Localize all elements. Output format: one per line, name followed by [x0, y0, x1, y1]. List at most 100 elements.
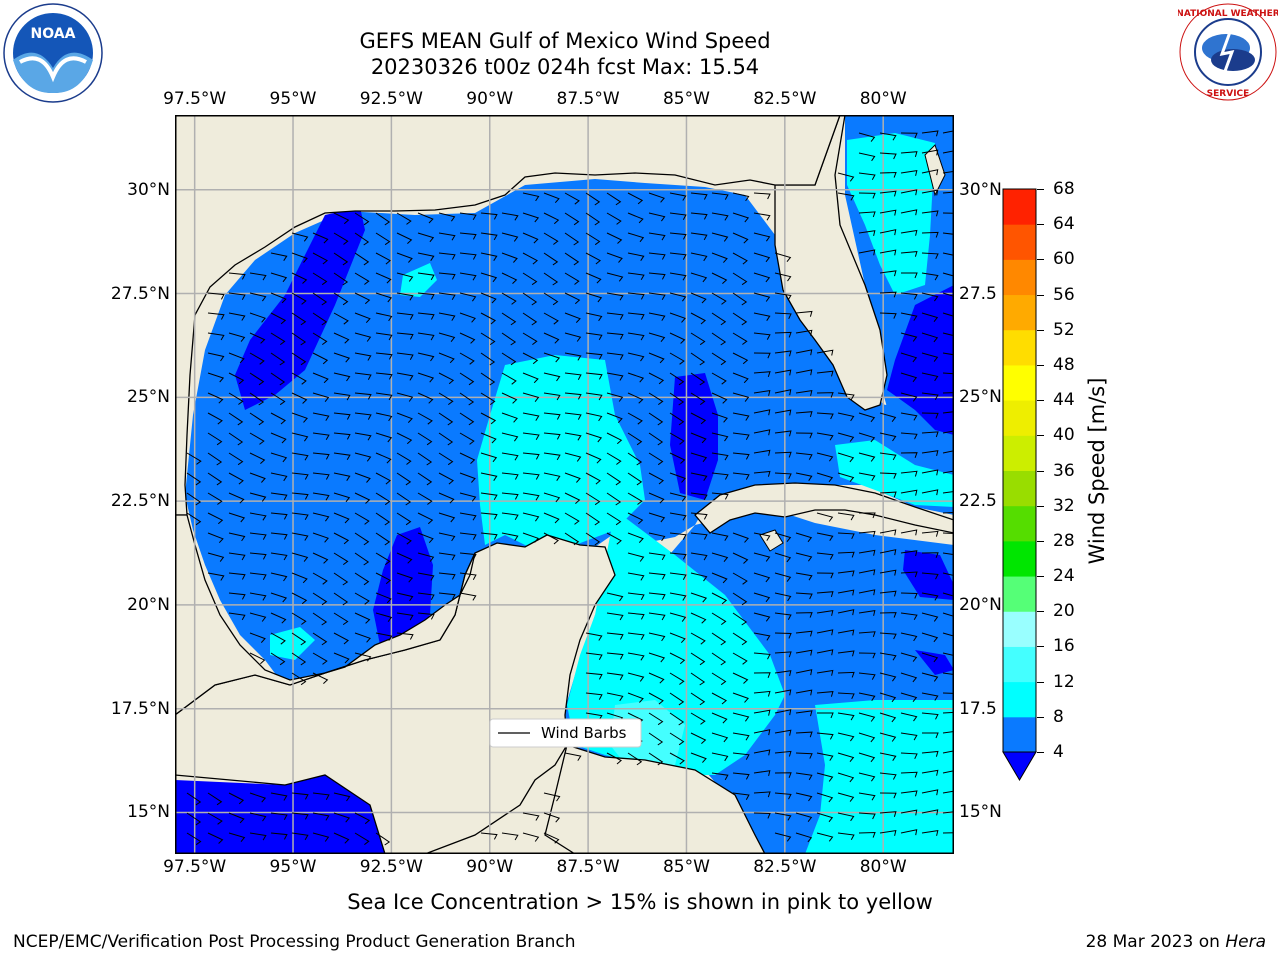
wind-barb — [942, 672, 954, 676]
wind-barb — [837, 712, 855, 721]
wind-barb — [585, 312, 603, 322]
wind-barb — [922, 732, 939, 739]
wind-barb — [354, 352, 372, 361]
wind-barb — [312, 792, 330, 800]
wind-barb — [795, 710, 813, 717]
wind-barb — [816, 591, 834, 598]
wind-barb — [606, 372, 624, 381]
wind-barb — [606, 392, 624, 402]
wind-barb — [375, 252, 391, 265]
wind-barb — [711, 192, 729, 200]
wind-barb — [480, 532, 498, 540]
lat-tick-right: 17.5 — [959, 698, 997, 719]
wind-barb — [522, 352, 539, 365]
wind-barb — [522, 532, 539, 543]
wind-barb — [816, 452, 834, 462]
wind-barb — [795, 310, 813, 317]
wind-barb — [564, 352, 582, 361]
wind-barb — [648, 452, 664, 466]
wind-barb — [480, 412, 497, 425]
wind-barb — [501, 512, 519, 521]
wind-barb — [459, 532, 477, 540]
colorbar-segment — [1003, 224, 1036, 260]
wind-barb — [858, 609, 876, 616]
wind-barb — [207, 512, 224, 525]
wind-barb — [417, 252, 435, 261]
wind-barb — [942, 750, 954, 754]
wind-barb — [291, 432, 309, 442]
wind-barb — [900, 771, 918, 778]
wind-barb — [816, 512, 834, 522]
wind-barb — [543, 292, 559, 306]
wind-barb — [732, 592, 748, 606]
wind-barb — [690, 652, 706, 666]
colorbar-tick-mark — [1037, 294, 1044, 296]
wind-barb — [837, 792, 855, 802]
wind-barb — [354, 212, 370, 226]
wind-barb — [459, 512, 477, 521]
wind-barb — [459, 372, 475, 386]
wind-barb — [396, 332, 414, 340]
wind-barb — [375, 512, 391, 526]
wind-barb — [270, 812, 288, 820]
wind-barb — [606, 292, 624, 301]
wind-barb — [459, 212, 477, 221]
wind-barb — [753, 532, 771, 541]
wind-barb — [816, 792, 834, 803]
wind-barb — [459, 332, 476, 344]
wind-barb — [711, 752, 729, 762]
wind-barb — [270, 352, 286, 366]
wind-barb — [354, 272, 370, 285]
wind-barb — [501, 372, 517, 385]
wind-barb — [606, 332, 624, 340]
wind-barb — [186, 832, 202, 846]
wind-barb — [900, 189, 918, 196]
wind-barb — [333, 252, 349, 266]
colorbar-tick-label: 8 — [1053, 706, 1064, 727]
wind-barb — [270, 572, 288, 582]
wind-barb — [480, 352, 496, 366]
lon-tick-top: 80°W — [859, 89, 907, 109]
wind-barb — [417, 612, 435, 620]
wind-barb — [333, 512, 350, 524]
wind-barb — [543, 212, 560, 225]
wind-barb — [774, 592, 792, 602]
wind-barb — [858, 152, 876, 162]
wind-barb — [270, 832, 288, 840]
wind-barb — [564, 452, 582, 462]
wind-barb — [585, 652, 603, 660]
wind-barb — [900, 229, 918, 236]
colorbar-segment — [1003, 364, 1036, 401]
wind-barb — [879, 549, 897, 556]
wind-barb — [879, 811, 897, 817]
wind-barb — [543, 452, 561, 461]
wind-barb — [438, 472, 454, 485]
colorbar-tick-label: 52 — [1053, 319, 1075, 340]
wind-barb — [249, 432, 265, 445]
wind-barb — [711, 432, 729, 442]
wind-barb — [900, 209, 918, 216]
colorbar-tick-mark — [1037, 470, 1044, 472]
wind-barb — [690, 272, 708, 283]
wind-barb — [585, 212, 601, 226]
nws-logo: NATIONAL WEATHER SERVICE — [1178, 3, 1278, 101]
wind-barb — [774, 532, 792, 543]
wind-barb — [459, 292, 477, 302]
wind-barb — [627, 752, 643, 766]
wind-barb — [459, 572, 477, 580]
lat-tick-left: 30°N — [127, 179, 170, 200]
lon-tick-top: 95°W — [269, 89, 317, 109]
wind-barb — [942, 232, 954, 235]
wind-barb — [900, 372, 918, 383]
wind-barb — [270, 312, 287, 325]
colorbar-tick-mark — [1037, 716, 1044, 718]
wind-barb — [375, 632, 393, 641]
title-line-1: GEFS MEAN Gulf of Mexico Wind Speed — [359, 29, 771, 53]
colorbar-tick-mark — [1037, 576, 1044, 578]
wind-barb — [774, 252, 792, 263]
wind-barb — [312, 352, 329, 365]
wind-barb — [858, 569, 876, 576]
wind-barb — [921, 272, 939, 281]
wind-barb — [396, 412, 413, 423]
wind-barb — [942, 411, 954, 414]
